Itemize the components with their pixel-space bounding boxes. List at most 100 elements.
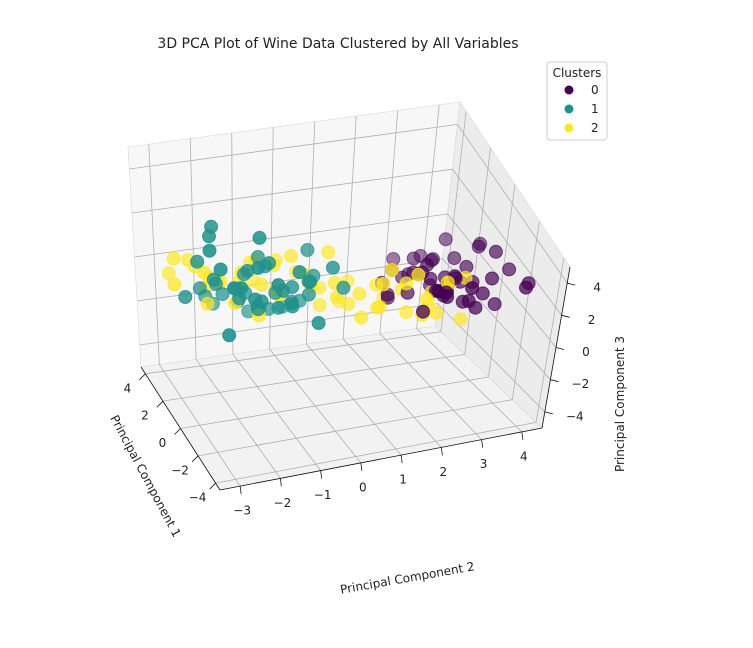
x-tick-label: 4: [124, 381, 132, 395]
data-point-cluster-2: [385, 263, 399, 277]
grid-line-z-wall-b: [452, 168, 562, 316]
grid-line-z-wall-b: [447, 213, 557, 348]
grid-line-z-wall-a: [134, 213, 448, 258]
data-point-cluster-0: [487, 297, 502, 312]
grid-line-z-wall-a: [129, 124, 458, 170]
data-point-cluster-2: [419, 292, 434, 307]
z-tick: [555, 347, 565, 350]
x-tick-label: 2: [141, 409, 149, 423]
data-point-cluster-0: [406, 251, 421, 266]
x-tick-label: 0: [159, 436, 167, 450]
data-point-cluster-2: [161, 266, 176, 281]
grid-line-y-floor: [159, 364, 241, 487]
data-point-cluster-1: [285, 299, 300, 314]
legend-marker-2: [564, 123, 574, 133]
x-tick: [156, 400, 164, 408]
data-point-cluster-0: [416, 304, 430, 319]
back-pane-xmax: [127, 101, 461, 368]
data-point-cluster-2: [254, 277, 269, 292]
y-tick: [440, 447, 443, 456]
data-point-cluster-2: [453, 312, 468, 327]
y-tick-label: 4: [520, 449, 528, 463]
z-axis-label: Principal Component 3: [613, 336, 627, 472]
data-point-cluster-1: [248, 292, 263, 307]
y-tick-label: −2: [274, 496, 292, 510]
grid-line-y-floor: [416, 328, 523, 433]
grid-line-x-floor: [197, 399, 513, 457]
data-point-cluster-2: [166, 251, 181, 266]
y-tick: [360, 462, 363, 471]
data-point-cluster-0: [519, 280, 533, 295]
grid-line-y-floor: [306, 343, 402, 456]
data-point-cluster-2: [200, 296, 215, 311]
data-point-cluster-1: [202, 229, 216, 244]
data-point-cluster-2: [429, 305, 444, 320]
data-point-cluster-2: [321, 245, 336, 260]
data-point-cluster-0: [461, 294, 476, 308]
data-point-cluster-1: [271, 300, 286, 315]
x-tick: [209, 482, 216, 490]
z-tick: [550, 379, 559, 383]
data-point-cluster-0: [485, 271, 499, 286]
z-tick-label: 4: [593, 281, 601, 295]
data-point-cluster-1: [213, 262, 228, 277]
legend-label-0: 0: [591, 83, 599, 97]
legend-title: Clusters: [553, 66, 602, 80]
data-point-cluster-1: [202, 243, 217, 258]
data-points: [161, 219, 536, 343]
z-tick-label: 2: [588, 313, 596, 327]
data-point-cluster-2: [329, 290, 344, 305]
data-point-cluster-1: [325, 260, 340, 275]
z-tick: [561, 314, 570, 318]
legend-marker-1: [564, 104, 574, 114]
y-tick-label: 2: [440, 465, 448, 479]
data-point-cluster-1: [271, 278, 286, 293]
z-tick: [544, 411, 553, 415]
data-point-cluster-1: [300, 243, 315, 257]
legend-frame: [546, 61, 608, 141]
grid-line-z-wall-a: [139, 303, 438, 346]
data-point-cluster-2: [284, 249, 298, 263]
data-point-cluster-1: [222, 328, 237, 343]
y-tick-label: −1: [314, 488, 332, 502]
legend-marker-0: [564, 85, 574, 95]
chart-title: 3D PCA Plot of Wine Data Clustered by Al…: [157, 36, 518, 52]
grid-line-y-floor: [379, 333, 482, 440]
data-point-cluster-0: [488, 244, 503, 259]
y-tick-label: 1: [399, 473, 407, 487]
y-tick: [320, 470, 323, 479]
legend-label-2: 2: [591, 121, 599, 135]
data-point-cluster-1: [206, 272, 221, 287]
data-point-cluster-2: [197, 265, 211, 280]
data-point-cluster-1: [252, 230, 267, 245]
grid-line-y-floor: [195, 359, 281, 479]
data-point-cluster-2: [399, 305, 414, 319]
grid-line-z-wall-a: [131, 168, 453, 214]
data-point-cluster-2: [399, 276, 414, 291]
x-tick-label: −2: [171, 463, 189, 477]
y-tick-label: 0: [359, 480, 367, 494]
data-point-cluster-0: [447, 251, 462, 266]
data-point-cluster-2: [167, 277, 182, 292]
z-tick-label: −4: [566, 409, 584, 423]
grid-line-y-floor: [269, 348, 362, 464]
data-point-cluster-0: [439, 285, 454, 300]
x-tick: [174, 428, 181, 435]
y-tick: [521, 431, 524, 440]
data-point-cluster-0: [438, 232, 453, 247]
data-point-cluster-2: [354, 310, 369, 325]
data-point-cluster-2: [372, 300, 387, 315]
data-point-cluster-1: [192, 281, 207, 296]
x-tick-label: −4: [189, 491, 207, 505]
data-point-cluster-1: [336, 280, 351, 295]
y-tick: [400, 455, 403, 464]
data-point-cluster-1: [311, 316, 326, 330]
data-point-cluster-1: [303, 274, 318, 289]
data-point-cluster-2: [376, 277, 391, 291]
grid-line-x-floor: [145, 331, 442, 375]
y-tick-label: −3: [233, 504, 251, 518]
data-point-cluster-1: [251, 260, 266, 275]
